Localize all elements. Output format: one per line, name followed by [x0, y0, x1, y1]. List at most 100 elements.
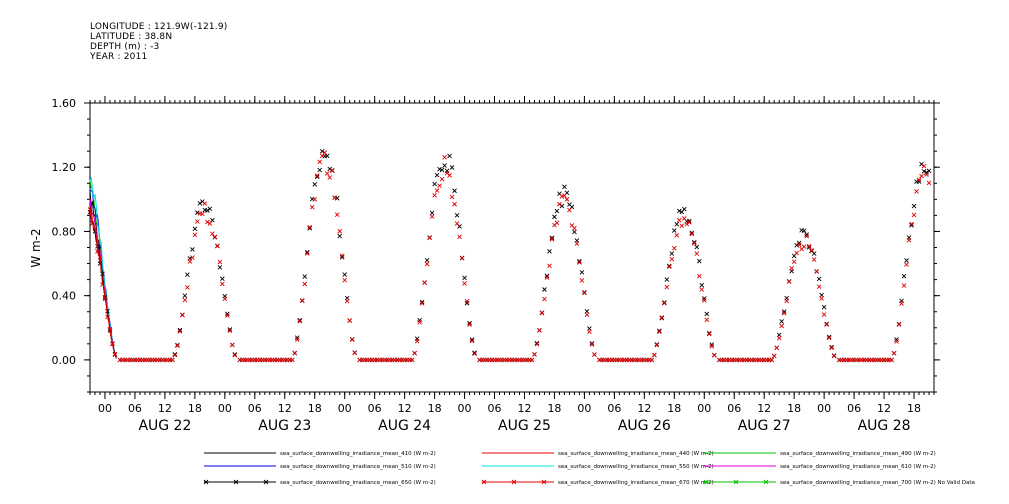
series-marker-7 [666, 264, 672, 269]
series-marker-7 [177, 328, 183, 334]
series-marker-6 [442, 163, 447, 168]
series-marker-7 [567, 207, 572, 213]
series-marker-6 [694, 244, 700, 250]
series-marker-6 [577, 258, 582, 264]
series-marker-7 [92, 226, 98, 232]
series-marker-6 [464, 300, 470, 306]
series-marker-7 [294, 337, 300, 342]
series-marker-7 [95, 249, 100, 254]
x-hour-label: 12 [398, 402, 412, 415]
series-marker-7 [225, 313, 230, 318]
x-hour-label: 00 [338, 402, 352, 415]
series-marker-7 [801, 244, 807, 250]
series-marker-7 [90, 220, 95, 226]
series-marker-7 [439, 176, 445, 182]
x-hour-label: 00 [458, 402, 472, 415]
x-date-label: AUG 23 [258, 418, 311, 434]
series-marker-6 [417, 317, 422, 323]
series-marker-6 [709, 342, 715, 347]
series-marker-6 [472, 350, 477, 356]
series-marker-6 [696, 258, 702, 264]
series-marker-6 [225, 311, 230, 317]
legend-label-1: sea_surface_downwelling_irradiance_mean_… [558, 451, 714, 457]
y-tick-label: 0.80 [52, 225, 77, 238]
series-marker-7 [534, 341, 540, 347]
series-marker-7 [821, 312, 827, 317]
series-marker-7 [654, 342, 660, 348]
series-marker-7 [669, 256, 675, 262]
series-marker-7 [299, 298, 305, 303]
series-marker-7 [916, 177, 922, 183]
series-marker-6 [220, 276, 225, 281]
series-marker-6 [804, 232, 809, 237]
series-marker-7 [539, 310, 545, 316]
series-marker-7 [422, 280, 427, 285]
series-marker-7 [347, 318, 353, 323]
series-marker-6 [664, 277, 670, 282]
series-marker-6 [662, 300, 667, 305]
series-marker-7 [87, 207, 93, 212]
series-marker-6 [462, 275, 467, 281]
series-marker-7 [926, 180, 932, 186]
series-marker-7 [112, 352, 118, 358]
series-marker-7 [906, 237, 912, 243]
series-marker-7 [97, 254, 103, 260]
series-marker-7 [706, 331, 712, 337]
series-marker-7 [107, 326, 113, 332]
series-marker-7 [829, 345, 834, 351]
series-marker-6 [572, 229, 577, 235]
series-marker-6 [579, 269, 585, 275]
legend-label-5: sea_surface_downwelling_irradiance_mean_… [780, 464, 936, 470]
x-hour-label: 00 [817, 402, 831, 415]
series-marker-6 [342, 272, 348, 277]
series-marker-7 [911, 212, 917, 218]
series-marker-6 [339, 255, 345, 260]
legend-label-3: sea_surface_downwelling_irradiance_mean_… [280, 464, 436, 470]
series-marker-7 [210, 231, 215, 237]
x-hour-label: 12 [278, 402, 292, 415]
series-marker-7 [327, 175, 333, 180]
series-marker-7 [342, 277, 348, 283]
series-marker-7 [796, 242, 802, 248]
series-marker-7 [904, 262, 909, 267]
series-marker-7 [429, 214, 435, 219]
series-marker-7 [794, 250, 799, 256]
series-marker-6 [547, 248, 552, 254]
series-marker-6 [562, 184, 567, 190]
series-marker-6 [319, 149, 325, 154]
series-marker-7 [914, 189, 919, 194]
series-marker-6 [669, 251, 675, 256]
series-marker-7 [554, 220, 560, 226]
series-marker-7 [577, 260, 582, 265]
series-marker-6 [447, 153, 452, 159]
series-marker-6 [429, 210, 435, 216]
series-marker-6 [424, 257, 430, 263]
series-marker-7 [676, 217, 682, 223]
x-hour-label: 12 [637, 402, 651, 415]
series-marker-6 [467, 320, 472, 326]
series-marker-7 [679, 223, 685, 229]
x-hour-label: 06 [128, 402, 142, 415]
series-marker-7 [232, 352, 238, 358]
legend-marker-6 [233, 479, 239, 485]
series-marker-7 [579, 278, 585, 283]
series-marker-7 [592, 352, 597, 357]
y-tick-label: 0.00 [52, 354, 77, 367]
series-marker-7 [557, 201, 562, 207]
series-marker-7 [689, 231, 695, 237]
series-marker-7 [784, 298, 789, 304]
series-marker-7 [427, 235, 432, 241]
series-marker-7 [447, 172, 452, 178]
series-marker-7 [462, 281, 467, 286]
legend-marker-7 [481, 479, 487, 485]
x-date-label: AUG 25 [498, 418, 551, 434]
series-marker-6 [452, 188, 457, 194]
series-marker-7 [711, 352, 717, 358]
series-marker-7 [824, 322, 829, 327]
series-marker-7 [559, 194, 565, 199]
x-hour-label: 12 [517, 402, 531, 415]
y-tick-label: 1.60 [52, 97, 77, 110]
series-marker-7 [664, 284, 670, 290]
series-marker-6 [681, 206, 687, 212]
x-hour-label: 18 [787, 402, 801, 415]
